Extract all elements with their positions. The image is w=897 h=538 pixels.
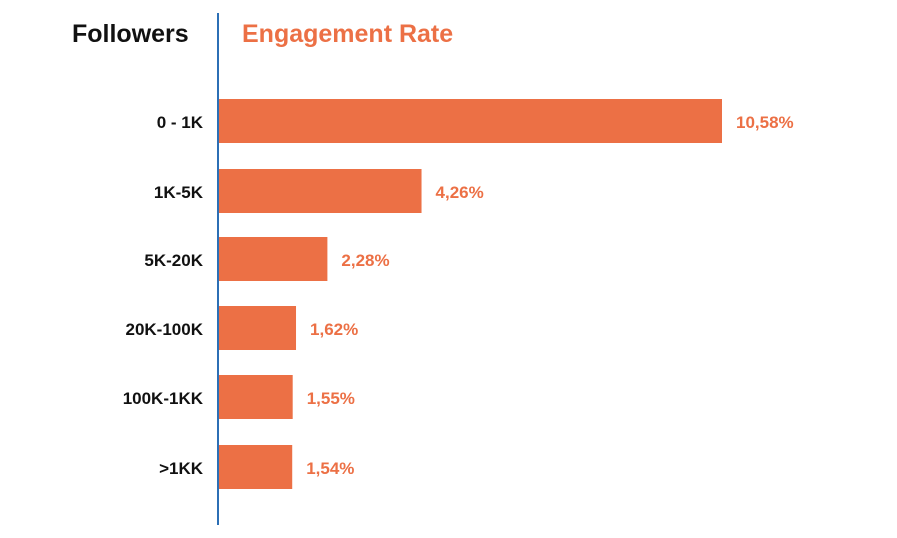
bar [219,169,422,213]
bar [219,99,722,143]
category-label: 5K-20K [144,251,203,270]
category-label: 100K-1KK [123,389,204,408]
value-label: 4,26% [436,183,484,202]
value-label: 10,58% [736,113,794,132]
value-label: 1,55% [307,389,355,408]
category-label: 20K-100K [126,320,204,339]
bar [219,306,297,350]
value-label: 1,54% [306,459,354,478]
value-label: 2,28% [341,251,389,270]
value-label: 1,62% [310,320,358,339]
category-header: Followers [72,20,189,48]
category-label: 1K-5K [154,183,204,202]
category-label: >1KK [159,459,204,478]
bar [219,375,293,419]
bar [219,237,328,281]
value-header: Engagement Rate [242,20,454,48]
bar [219,445,293,489]
category-label: 0 - 1K [157,113,204,132]
